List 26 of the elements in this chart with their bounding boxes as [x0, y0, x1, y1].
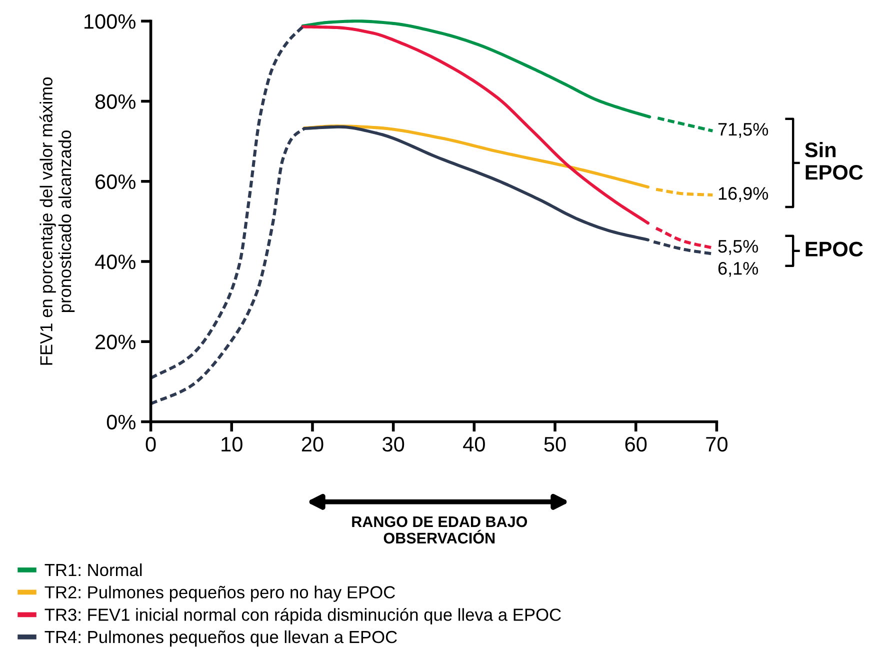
y-tick-label: 80% — [95, 94, 136, 109]
y-tick-label: 60% — [96, 174, 136, 190]
legend-label: TR4: Pulmones pequeños que llevan a EPOC — [44, 630, 397, 647]
x-tick-label: 0 — [146, 436, 156, 452]
y-tick-label: 0% — [106, 414, 136, 430]
text: 71,5% — [718, 123, 768, 138]
y-tick-label: 20% — [96, 334, 136, 350]
x-tick-label: 30 — [382, 436, 404, 452]
text: 16,9% — [718, 187, 768, 202]
legend-label: TR1: Normal — [44, 563, 142, 576]
y-tick-label: 40% — [94, 254, 136, 270]
text: EPOC — [806, 242, 863, 256]
y-tick-label: 100% — [84, 14, 136, 29]
legend-label: TR3: FEV1 inicial normal con rápida disminución que lleva a EPOC — [44, 608, 561, 624]
x-tick-label: 20 — [302, 436, 324, 452]
x-tick-label: 60 — [625, 436, 647, 452]
legend-label: TR2: Pulmones pequeños pero no hay EPOC — [44, 586, 395, 602]
x-tick-label: 50 — [544, 436, 566, 452]
x-tick-label: 70 — [706, 436, 728, 452]
text: RANGO DE EDAD BAJO OBSERVACIÓN — [352, 516, 528, 544]
text: Sin EPOC — [805, 142, 863, 180]
x-tick-label: 40 — [463, 436, 485, 452]
text: 5,5% — [718, 240, 758, 255]
y-axis-title: FEV1 en porcentaje del valor máximo pronosticado alcanzado — [40, 77, 75, 365]
x-tick-label: 10 — [222, 436, 242, 452]
text: 6,1% — [718, 262, 758, 277]
